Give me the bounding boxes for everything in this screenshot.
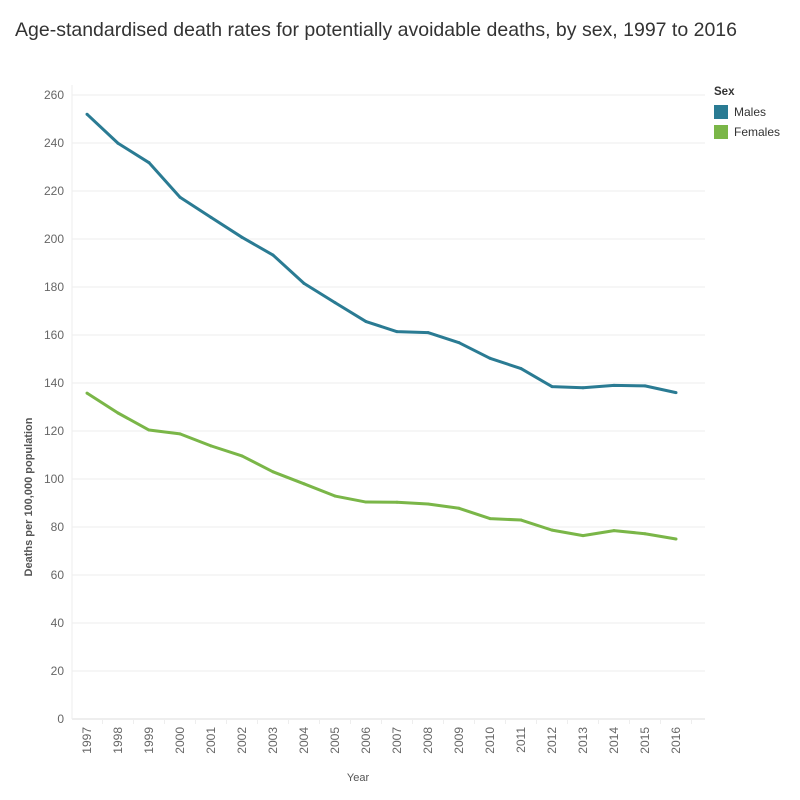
data-point-females xyxy=(581,534,585,538)
x-tick-label: 2016 xyxy=(669,727,683,754)
data-point-females xyxy=(643,532,647,536)
data-point-males xyxy=(581,386,585,390)
y-tick-label: 140 xyxy=(44,376,64,390)
data-point-females xyxy=(395,500,399,504)
data-point-females xyxy=(116,411,120,415)
data-point-males xyxy=(333,301,337,305)
data-point-females xyxy=(147,428,151,432)
x-tick-label: 2014 xyxy=(607,727,621,754)
x-tick-label: 2002 xyxy=(235,727,249,754)
series-line-females xyxy=(86,391,677,541)
x-tick-label: 2011 xyxy=(514,727,528,753)
series-line-males xyxy=(85,113,677,395)
x-tick-label: 2009 xyxy=(452,727,466,754)
x-axis-title: Year xyxy=(347,772,370,784)
data-point-females xyxy=(271,470,275,474)
x-tick-label: 2007 xyxy=(390,727,404,754)
x-tick-label: 2006 xyxy=(359,727,373,754)
y-tick-label: 40 xyxy=(51,616,65,630)
data-point-males xyxy=(116,141,120,145)
y-tick-label: 120 xyxy=(44,424,64,438)
chart-title: Age-standardised death rates for potenti… xyxy=(15,19,737,41)
x-tick-label: 2015 xyxy=(638,727,652,754)
data-point-females xyxy=(364,500,368,504)
data-point-females xyxy=(240,454,244,458)
data-point-males xyxy=(457,341,461,345)
y-tick-label: 220 xyxy=(44,184,64,198)
data-point-females xyxy=(178,432,182,436)
legend-label-males: Males xyxy=(734,105,767,119)
y-tick-label: 160 xyxy=(44,328,64,342)
y-tick-label: 240 xyxy=(44,136,64,150)
data-point-females xyxy=(457,506,461,510)
data-point-males xyxy=(488,356,492,360)
data-point-males xyxy=(395,330,399,334)
y-tick-label: 60 xyxy=(51,568,65,582)
data-point-females xyxy=(209,444,213,448)
y-tick-label: 200 xyxy=(44,232,64,246)
y-tick-label: 260 xyxy=(44,88,64,102)
data-point-females xyxy=(85,391,89,395)
data-point-males xyxy=(426,331,430,335)
x-tick-label: 2000 xyxy=(173,727,187,754)
x-tick-label: 2008 xyxy=(421,727,435,754)
x-tick-label: 2005 xyxy=(328,727,342,754)
y-tick-label: 80 xyxy=(51,520,65,534)
x-tick-label: 1997 xyxy=(80,727,94,754)
x-tick-label: 1998 xyxy=(111,727,125,754)
x-tick-label: 2010 xyxy=(483,727,497,754)
legend-item-males[interactable]: Males xyxy=(714,102,780,122)
data-point-males xyxy=(240,235,244,239)
data-point-males xyxy=(85,112,89,116)
x-tick-label: 2013 xyxy=(576,727,590,754)
y-tick-label: 0 xyxy=(57,712,64,726)
data-point-males xyxy=(612,383,616,387)
x-tick-label: 2003 xyxy=(266,727,280,754)
y-tick-label: 180 xyxy=(44,280,64,294)
legend-swatch-females xyxy=(714,125,728,139)
legend: Sex Males Females xyxy=(714,86,780,142)
data-point-males xyxy=(550,385,554,389)
legend-title: Sex xyxy=(714,86,735,98)
data-point-females xyxy=(488,517,492,521)
data-point-females xyxy=(550,528,554,532)
data-point-females xyxy=(426,502,430,506)
data-point-females xyxy=(333,494,337,498)
legend-swatch-males xyxy=(714,105,728,119)
y-tick-label: 100 xyxy=(44,472,64,486)
data-point-males xyxy=(147,161,151,165)
data-point-males xyxy=(271,253,275,257)
data-point-females xyxy=(302,482,306,486)
legend-label-females: Females xyxy=(734,125,781,139)
data-point-males xyxy=(209,215,213,219)
data-point-females xyxy=(519,518,523,522)
data-point-females xyxy=(612,529,616,533)
data-point-females xyxy=(674,537,678,541)
y-tick-label: 20 xyxy=(51,664,65,678)
x-tick-label: 2012 xyxy=(545,727,559,754)
data-point-males xyxy=(674,391,678,395)
x-tick-label: 2001 xyxy=(204,727,218,754)
data-point-males xyxy=(643,384,647,388)
x-tick-label: 2004 xyxy=(297,727,311,754)
data-point-males xyxy=(519,367,523,371)
data-point-males xyxy=(302,281,306,285)
data-point-males xyxy=(364,320,368,324)
legend-item-females[interactable]: Females xyxy=(714,122,780,142)
data-point-males xyxy=(178,195,182,199)
y-axis-title: Deaths per 100,000 population xyxy=(23,417,35,576)
x-tick-label: 1999 xyxy=(142,727,156,754)
